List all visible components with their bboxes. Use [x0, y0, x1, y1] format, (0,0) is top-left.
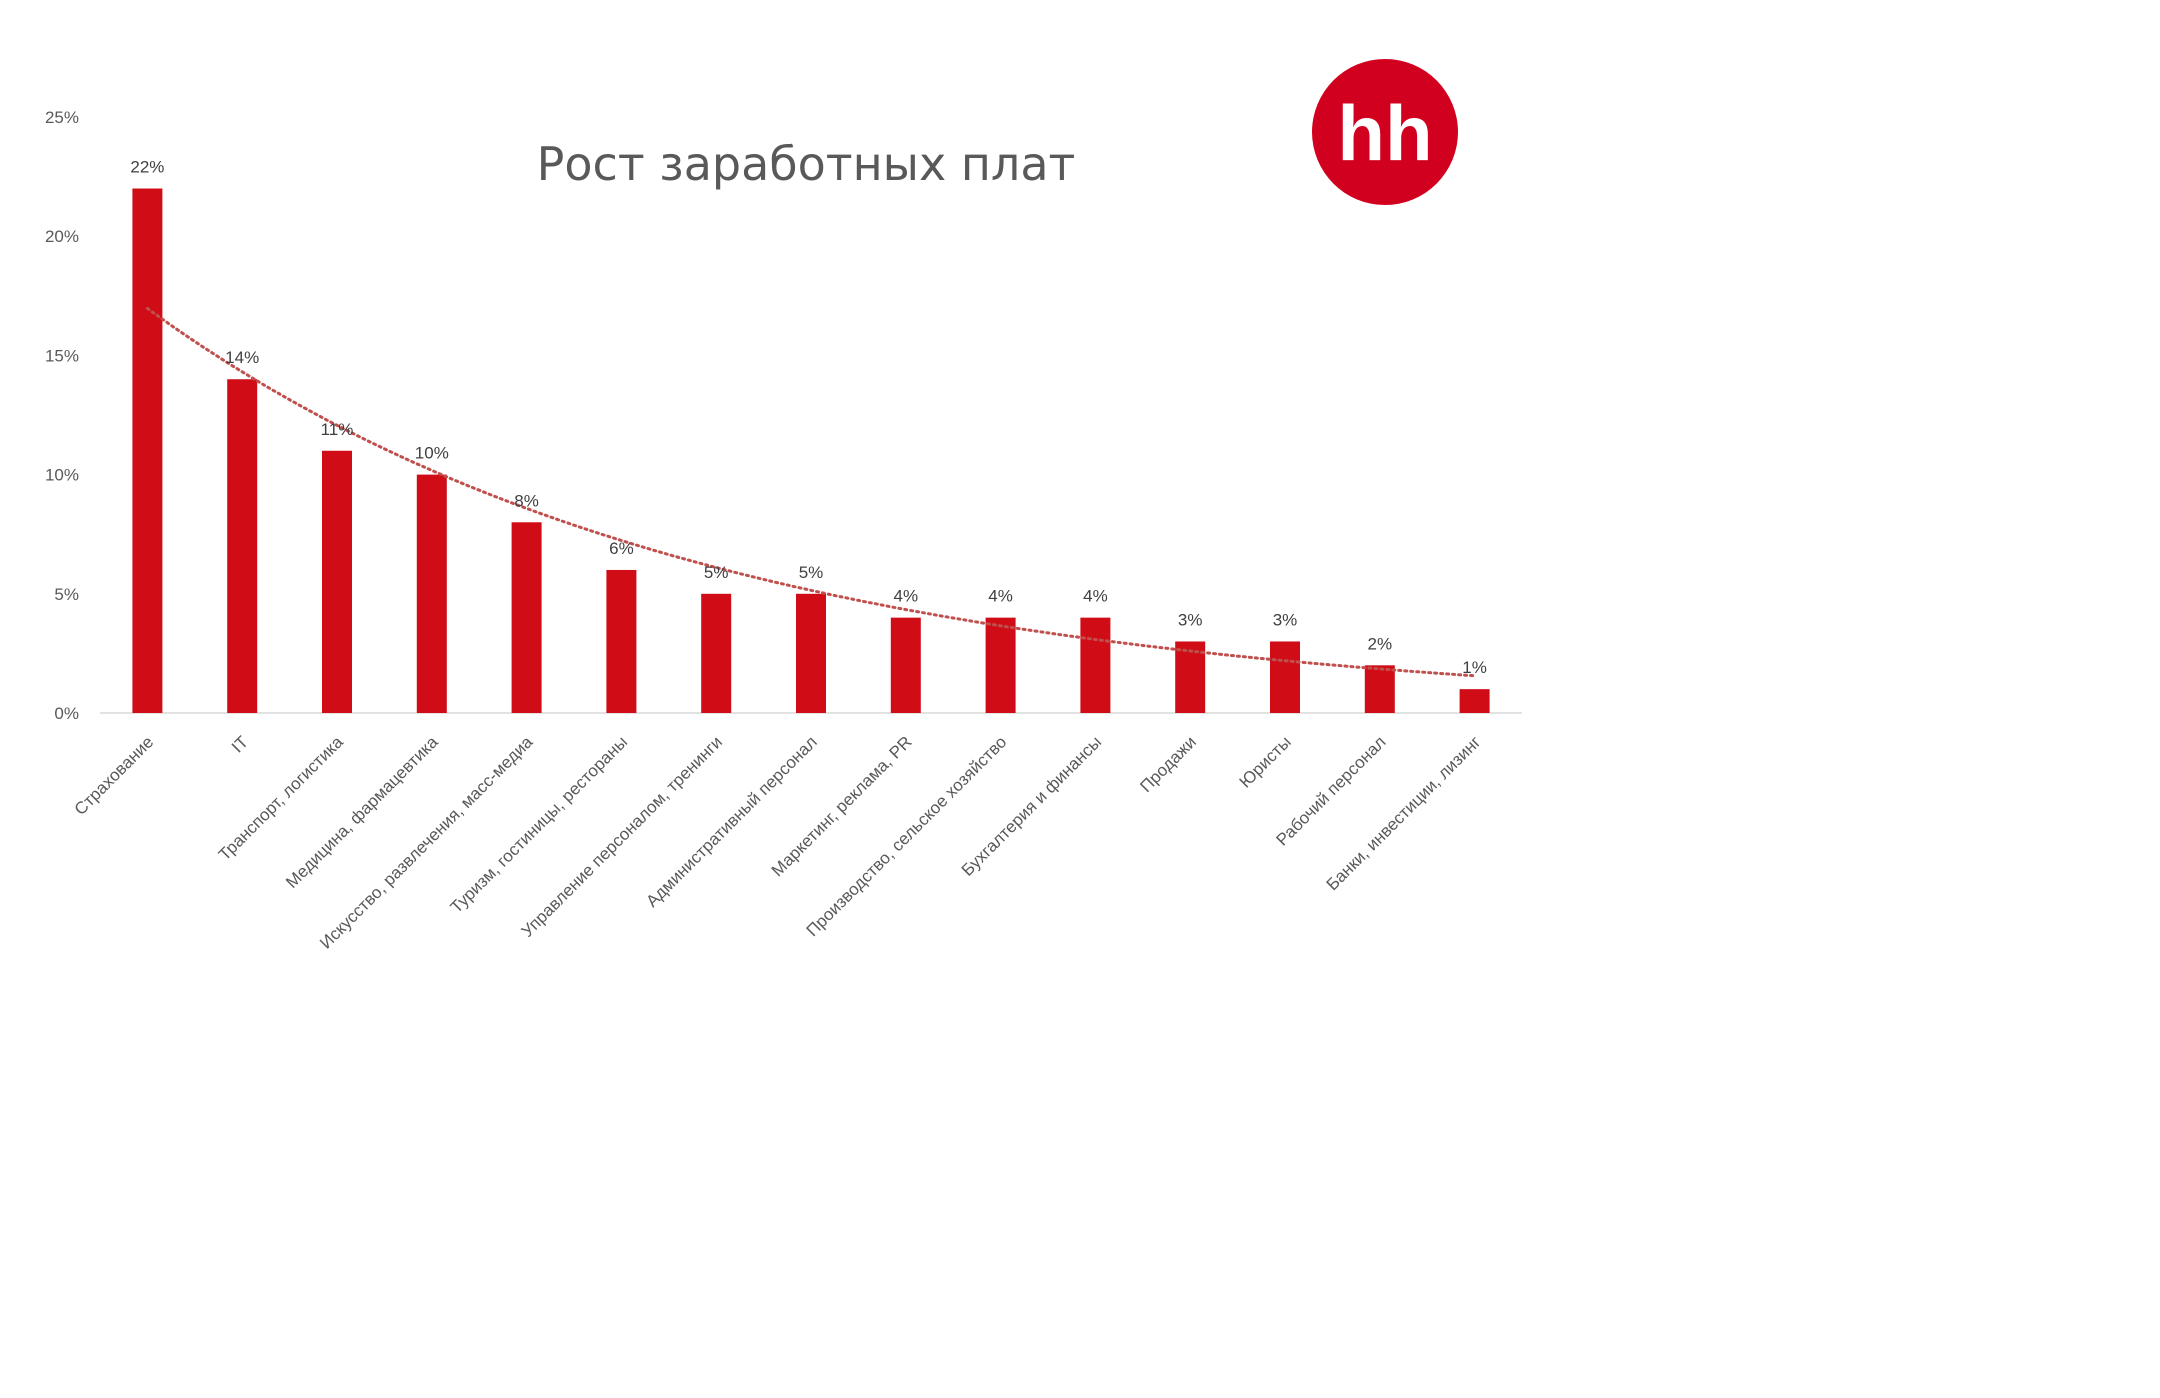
bar: [890, 617, 921, 713]
y-tick-label: 10%: [45, 466, 79, 485]
data-labels: 22% 14% 11% 10% 8% 6% 5% 5% 4% 4% 4% 3% 3% 2% 1%: [130, 158, 1487, 678]
bar: [1175, 641, 1206, 713]
logo-circle: [1312, 59, 1458, 205]
y-tick-label: 20%: [45, 227, 79, 246]
bar: [985, 617, 1016, 713]
data-label: 4%: [988, 587, 1013, 606]
trendline: [145, 306, 1477, 678]
data-label: 6%: [609, 539, 634, 558]
bar: [132, 188, 163, 713]
data-label: 11%: [321, 420, 354, 439]
category-label: Страхование: [71, 732, 158, 819]
salary-growth-chart: Рост заработных плат hh 0% 5% 10% 15% 20% 25%…: [45, 59, 1522, 953]
data-label: 10%: [415, 444, 449, 463]
y-axis: 0% 5% 10% 15% 20% 25%: [45, 108, 79, 723]
bar: [416, 474, 447, 713]
y-tick-label: 0%: [54, 704, 79, 723]
bar: [1364, 665, 1395, 713]
category-label: Управление персоналом, тренинги: [518, 732, 726, 940]
data-label: 4%: [894, 587, 919, 606]
bar: [796, 593, 826, 713]
category-label: Туризм, гостиницы, рестораны: [447, 732, 632, 917]
category-label: Медицина, фармацевтика: [282, 732, 442, 892]
hh-logo: hh: [1312, 59, 1458, 205]
category-label: IT: [228, 732, 252, 756]
category-label: Продажи: [1136, 732, 1200, 796]
category-label: Искусство, развлечения, масс-медиа: [316, 732, 537, 953]
bar: [606, 569, 637, 713]
bar: [1080, 617, 1111, 713]
data-label: 5%: [704, 563, 729, 582]
data-label: 8%: [514, 491, 539, 510]
data-label: 3%: [1178, 610, 1203, 629]
data-label: 22%: [130, 158, 164, 177]
logo-text: hh: [1337, 89, 1432, 177]
bar: [1270, 641, 1300, 713]
category-label: Производство, сельское хозяйство: [803, 732, 1011, 940]
data-label: 5%: [799, 563, 824, 582]
y-tick-label: 15%: [45, 346, 79, 365]
bar: [1459, 689, 1490, 713]
category-label: Банки, инвестиции, лизинг: [1323, 732, 1485, 894]
chart-title: Рост заработных плат: [537, 137, 1076, 191]
data-label: 3%: [1273, 610, 1298, 629]
y-tick-label: 25%: [45, 108, 79, 127]
data-label: 14%: [225, 348, 259, 367]
bar: [511, 522, 542, 713]
y-tick-label: 5%: [54, 585, 79, 604]
data-label: 1%: [1462, 658, 1487, 677]
bar: [322, 450, 352, 713]
data-label: 2%: [1368, 634, 1393, 653]
bar: [701, 593, 732, 713]
category-label: Административный персонал: [642, 732, 820, 910]
data-label: 4%: [1083, 587, 1108, 606]
bars: [132, 188, 1490, 713]
bar: [227, 379, 258, 713]
category-label: Юристы: [1236, 732, 1295, 791]
